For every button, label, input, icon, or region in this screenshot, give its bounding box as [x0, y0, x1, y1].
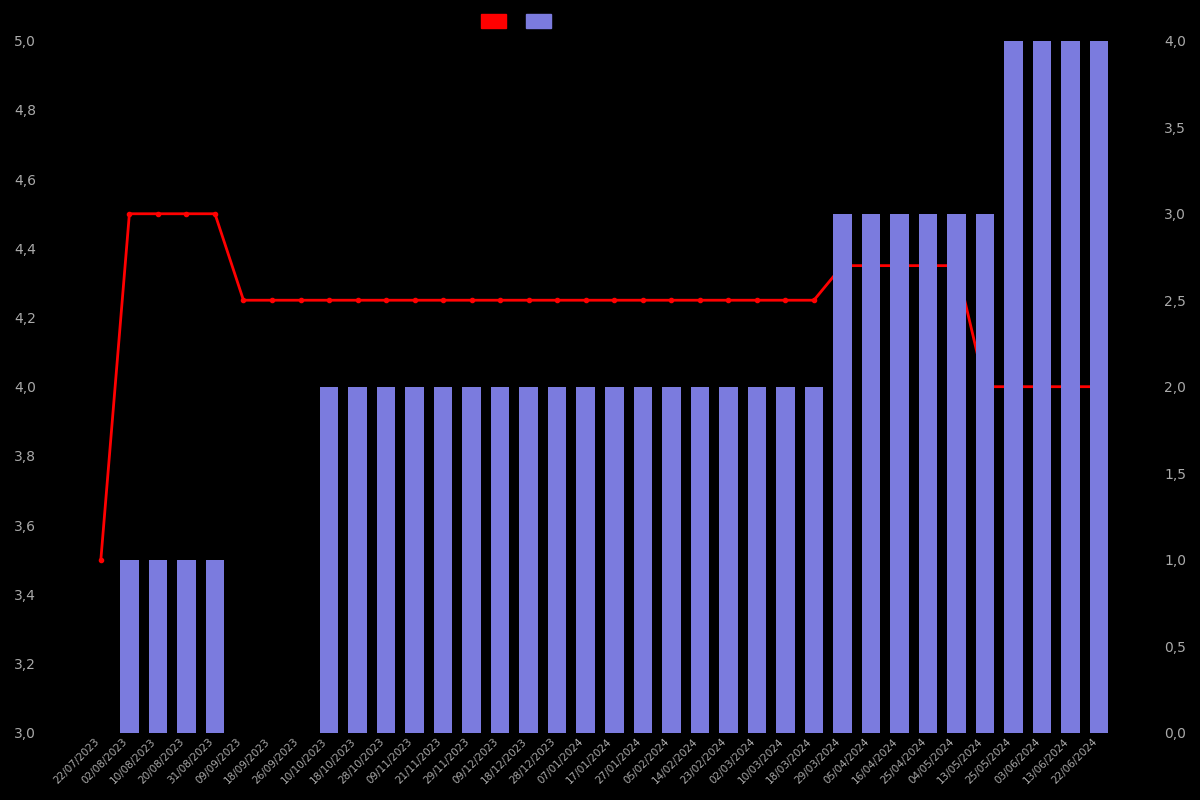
Legend: , : , [478, 10, 566, 33]
Bar [748, 386, 766, 733]
Bar [833, 214, 852, 733]
Bar [377, 386, 395, 733]
Bar [491, 386, 510, 733]
Bar [776, 386, 794, 733]
Bar [1033, 41, 1051, 733]
Bar [548, 386, 566, 733]
Bar [205, 560, 224, 733]
Bar [1090, 41, 1109, 733]
Bar [348, 386, 367, 733]
Bar [149, 560, 167, 733]
Bar [319, 386, 338, 733]
Bar [690, 386, 709, 733]
Bar [805, 386, 823, 733]
Bar [605, 386, 624, 733]
Bar [634, 386, 652, 733]
Bar [178, 560, 196, 733]
Bar [947, 214, 966, 733]
Bar [976, 214, 995, 733]
Bar [520, 386, 538, 733]
Bar [120, 560, 139, 733]
Bar [462, 386, 481, 733]
Bar [1004, 41, 1022, 733]
Bar [1061, 41, 1080, 733]
Bar [890, 214, 908, 733]
Bar [919, 214, 937, 733]
Bar [576, 386, 595, 733]
Bar [862, 214, 881, 733]
Bar [662, 386, 680, 733]
Bar [406, 386, 424, 733]
Bar [719, 386, 738, 733]
Bar [434, 386, 452, 733]
